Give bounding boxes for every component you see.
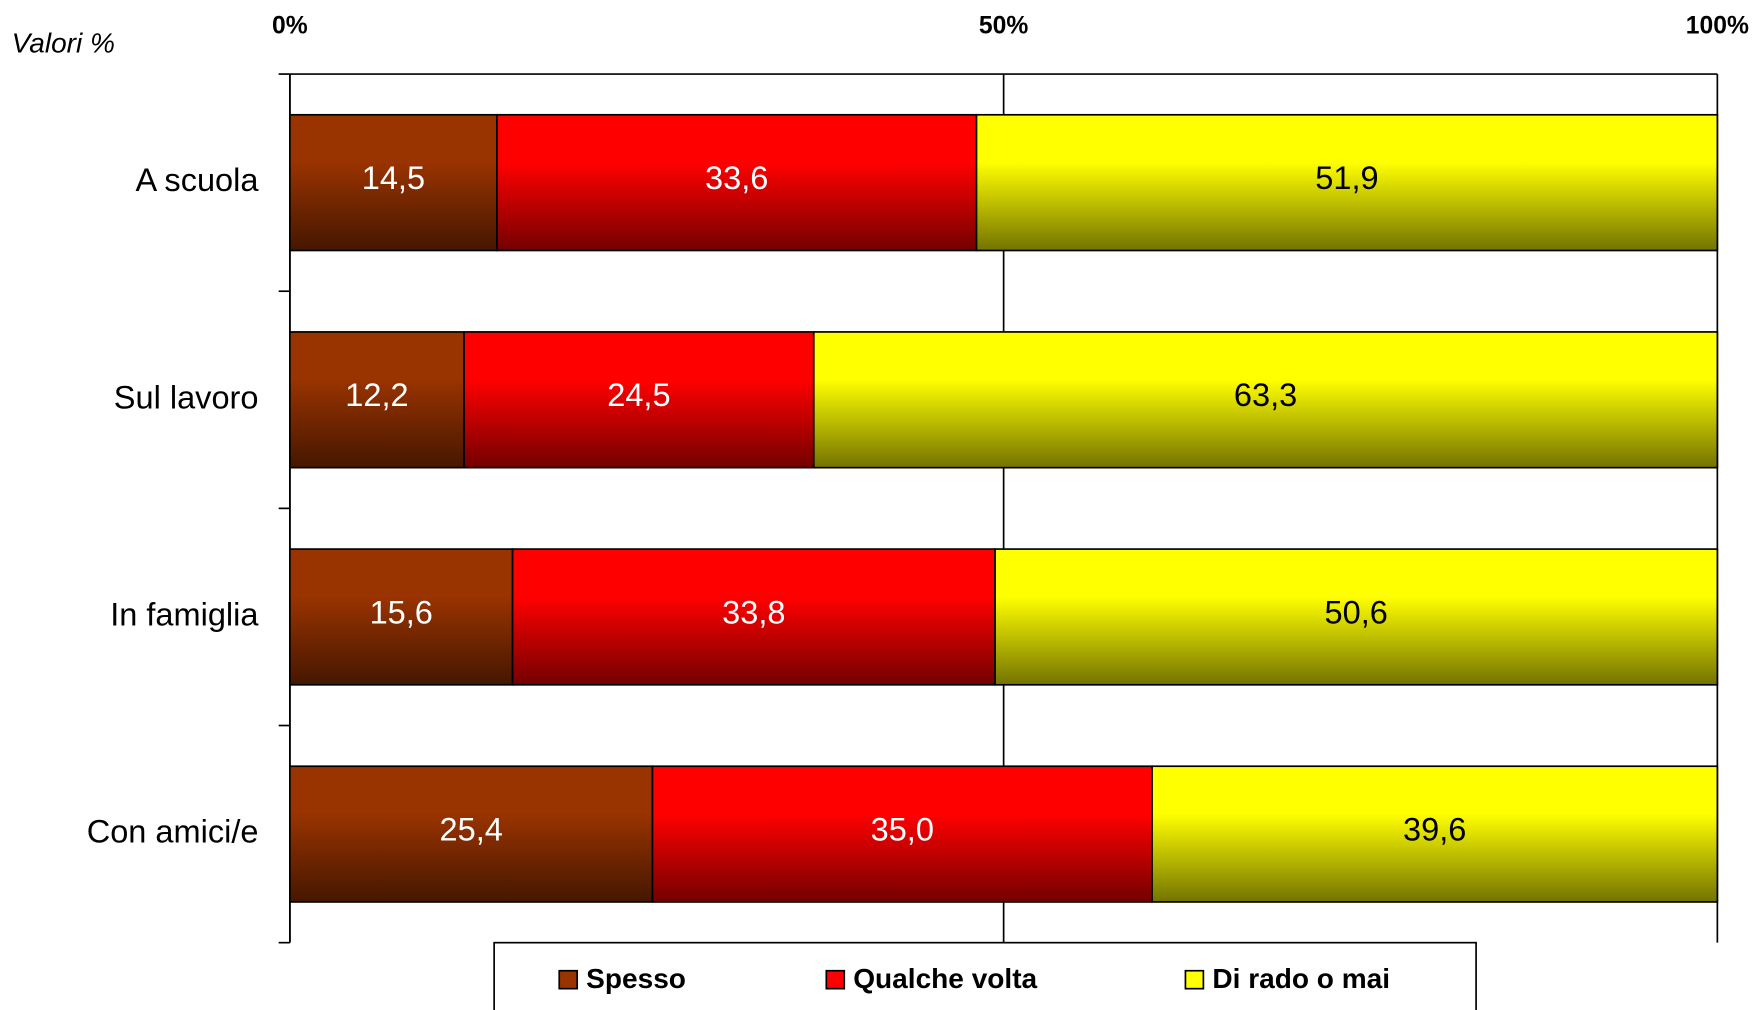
bar-segment [1151,765,1719,903]
bar-segment [463,331,815,469]
legend-box [493,941,1477,1010]
legend-swatch [558,969,579,990]
bar-segment [289,331,465,469]
y-tick-label: A scuola [135,162,259,198]
bar-segment [651,765,1153,903]
data-label: 25,4 [440,811,503,847]
data-label: 33,6 [705,160,768,196]
legend-swatch [825,969,846,990]
data-label: 51,9 [1315,160,1378,196]
bar-segment [289,548,514,686]
legend-label: Di rado o mai [1212,963,1390,994]
legend-label: Spesso [586,963,686,994]
x-tick-label: 50% [979,12,1028,39]
annotation: Valori % [12,27,115,58]
data-label: 63,3 [1234,377,1297,413]
x-tick-label: 100% [1686,12,1749,39]
bar-segment [812,331,1719,469]
data-label: 33,8 [722,594,785,630]
y-tick-label: Con amici/e [87,814,259,850]
bar-segment [511,548,996,686]
bar-segment [994,548,1719,686]
bar-segment [496,113,978,252]
data-label: 14,5 [362,160,425,196]
y-tick-label: Sul lavoro [114,379,259,415]
bar-segment [975,113,1719,252]
data-label: 50,6 [1325,594,1388,630]
legend-label: Qualche volta [853,963,1037,994]
y-tick-label: In famiglia [110,597,259,633]
data-label: 39,6 [1403,811,1466,847]
data-label: 35,0 [871,811,934,847]
data-label: 12,2 [345,377,408,413]
bar-segment [289,765,654,903]
data-label: 24,5 [607,377,670,413]
x-tick-label: 0% [272,12,308,39]
data-label: 15,6 [370,594,433,630]
legend-swatch [1184,969,1205,990]
